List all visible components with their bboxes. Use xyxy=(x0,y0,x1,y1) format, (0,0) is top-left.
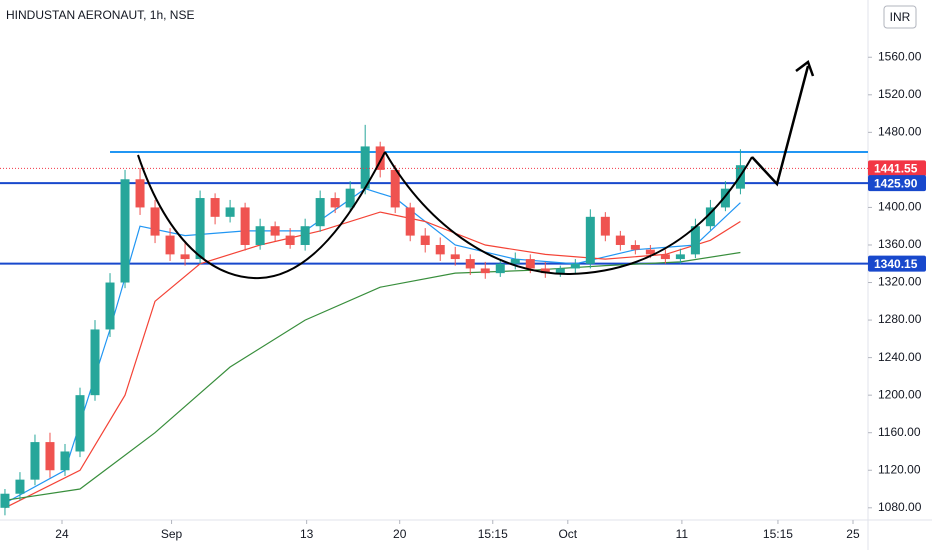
candle-body xyxy=(255,226,265,245)
chart-title: HINDUSTAN AERONAUT, 1h, NSE xyxy=(6,8,194,22)
candle-body xyxy=(555,268,565,274)
candle-body xyxy=(450,254,460,260)
candle-body xyxy=(645,249,655,255)
x-tick-label: Oct xyxy=(558,527,577,541)
price-label-bg xyxy=(868,255,926,272)
candle-body xyxy=(675,254,685,260)
y-tick-label: 1560.00 xyxy=(878,49,922,63)
x-tick-label: 13 xyxy=(300,527,314,541)
candle-body xyxy=(270,226,280,236)
price-label-bg xyxy=(868,175,926,192)
candle-body xyxy=(135,179,145,208)
candle-body xyxy=(120,179,130,283)
candle-body xyxy=(90,329,100,396)
candle-body xyxy=(75,395,85,452)
currency: INR xyxy=(890,10,911,24)
candle-body xyxy=(420,235,430,245)
x-tick-label: 24 xyxy=(55,527,69,541)
candle-body xyxy=(390,169,400,208)
candle-body xyxy=(30,442,40,480)
candle-body xyxy=(195,198,205,260)
candle-body xyxy=(60,451,70,471)
y-tick-label: 1280.00 xyxy=(878,312,922,326)
candle-body xyxy=(285,235,295,245)
x-tick-label: 25 xyxy=(846,527,860,541)
candle-body xyxy=(615,235,625,245)
candle-body xyxy=(690,226,700,255)
y-tick-label: 1360.00 xyxy=(878,237,922,251)
y-tick-label: 1240.00 xyxy=(878,350,922,364)
x-tick-label: 15:15 xyxy=(763,527,793,541)
x-tick-label: Sep xyxy=(161,527,183,541)
candle-body xyxy=(705,207,715,227)
candle-body xyxy=(300,226,310,245)
candle-body xyxy=(315,198,325,227)
candle-body xyxy=(375,146,385,170)
price-label: 1340.15 xyxy=(874,257,918,271)
candle-body xyxy=(105,282,115,330)
candle-body xyxy=(360,146,370,189)
candle-body xyxy=(600,216,610,236)
y-tick-label: 1200.00 xyxy=(878,387,922,401)
y-tick-label: 1320.00 xyxy=(878,275,922,289)
candle-body xyxy=(240,207,250,245)
candle-body xyxy=(630,244,640,250)
candle-body xyxy=(210,198,220,217)
cup-left xyxy=(137,151,386,280)
candle-body xyxy=(150,207,160,236)
candle-body xyxy=(480,268,490,274)
x-tick-label: 15:15 xyxy=(478,527,508,541)
candle-body xyxy=(585,216,595,264)
y-tick-label: 1520.00 xyxy=(878,87,922,101)
candle-body xyxy=(225,207,235,217)
y-tick-label: 1160.00 xyxy=(878,425,921,439)
candle-body xyxy=(720,188,730,208)
candle-body xyxy=(15,479,25,494)
cup-right xyxy=(384,151,753,276)
candle-body xyxy=(510,259,520,264)
moving-average xyxy=(4,211,741,509)
y-tick-label: 1080.00 xyxy=(878,500,922,514)
x-tick-label: 20 xyxy=(393,527,407,541)
candle-body xyxy=(180,254,190,260)
y-tick-label: 1120.00 xyxy=(878,462,921,476)
candle-body xyxy=(495,263,505,274)
candle-body xyxy=(465,259,475,269)
candle-body xyxy=(165,235,175,255)
candle-body xyxy=(660,254,670,260)
y-tick-label: 1400.00 xyxy=(878,200,922,214)
candle-body xyxy=(330,198,340,208)
arrow-head xyxy=(795,59,815,77)
price-label-bg xyxy=(868,160,926,177)
y-tick-label: 1480.00 xyxy=(878,125,922,139)
x-tick-label: 11 xyxy=(676,527,689,541)
price-label: 1425.90 xyxy=(874,176,918,190)
candle-body xyxy=(540,268,550,274)
price-label: 1441.55 xyxy=(874,162,918,176)
candle-body xyxy=(570,263,580,269)
projection-arrow xyxy=(751,65,810,187)
currency-badge xyxy=(883,5,917,29)
candle-body xyxy=(345,188,355,208)
candle-body xyxy=(435,244,445,255)
candle-body xyxy=(45,442,55,471)
candle-body xyxy=(525,259,535,269)
candle-body xyxy=(405,207,415,236)
candle-body xyxy=(0,493,10,508)
